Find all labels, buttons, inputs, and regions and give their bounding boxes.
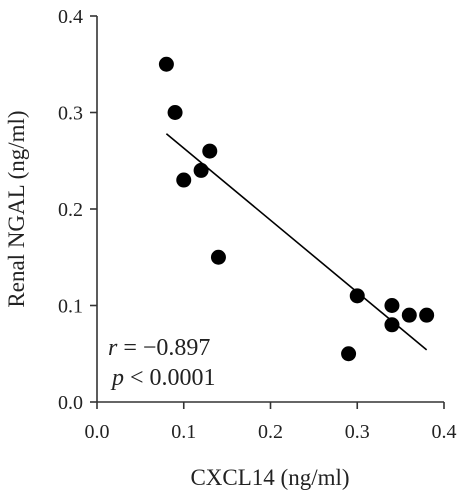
data-point (176, 172, 192, 188)
x-tick-label: 0.0 (85, 421, 110, 443)
p-value: < 0.0001 (124, 365, 216, 391)
x-axis: 0.0 0.1 0.2 0.3 0.4 CXCL14 (ng/ml) (85, 401, 457, 490)
y-tick-label: 0.4 (58, 6, 83, 28)
correlation-annotation: r = −0.897 p < 0.0001 (108, 335, 216, 391)
y-axis: 0.0 0.1 0.2 0.3 0.4 Renal NGAL (ng/ml) (4, 6, 98, 414)
regression-line (165, 133, 428, 351)
data-point (384, 298, 400, 313)
data-point (158, 56, 174, 72)
x-axis-title: CXCL14 (ng/ml) (190, 465, 349, 490)
data-point (193, 162, 209, 178)
data-point (349, 288, 365, 304)
r-statistic: r = −0.897 (108, 335, 210, 361)
y-tick-label: 0.1 (58, 296, 83, 318)
data-point (419, 307, 435, 323)
data-point (202, 143, 218, 159)
data-point (384, 317, 400, 333)
data-point (401, 307, 417, 323)
y-axis-title: Renal NGAL (ng/ml) (4, 110, 29, 307)
x-tick-label: 0.1 (171, 421, 196, 443)
x-tick-label: 0.2 (258, 421, 283, 443)
r-value: = −0.897 (117, 335, 210, 361)
r-symbol: r (108, 335, 118, 361)
data-point (341, 346, 357, 362)
data-point (210, 249, 226, 265)
y-tick-label: 0.2 (58, 199, 83, 221)
x-tick-label: 0.3 (345, 421, 370, 443)
y-tick-label: 0.0 (58, 392, 83, 414)
x-tick-label: 0.4 (432, 421, 457, 443)
y-tick-label: 0.3 (58, 103, 83, 125)
p-symbol: p (110, 365, 124, 391)
data-points (158, 56, 435, 362)
data-point (167, 105, 183, 120)
p-statistic: p < 0.0001 (110, 365, 216, 391)
